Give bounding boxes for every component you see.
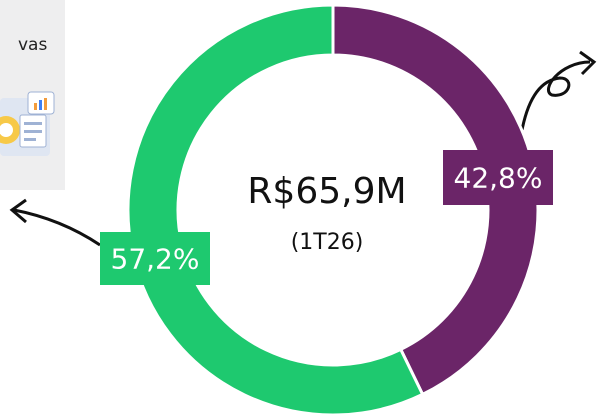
arrow-left-head bbox=[9, 198, 27, 224]
donut-segment bbox=[331, 3, 540, 397]
value-label: 42,8% bbox=[454, 162, 543, 195]
value-label-box bbox=[100, 232, 210, 285]
center-title: R$65,9M bbox=[247, 171, 406, 212]
value-label: 57,2% bbox=[111, 243, 200, 276]
side-card-text: vas bbox=[18, 35, 47, 55]
donut-segment bbox=[126, 3, 425, 417]
arrow-right bbox=[520, 60, 591, 131]
illustration bbox=[0, 91, 55, 156]
value-label-box bbox=[443, 150, 553, 205]
arrow-right-head bbox=[579, 50, 597, 76]
center-subtitle: (1T26) bbox=[291, 230, 364, 255]
arrow-left bbox=[13, 208, 101, 247]
